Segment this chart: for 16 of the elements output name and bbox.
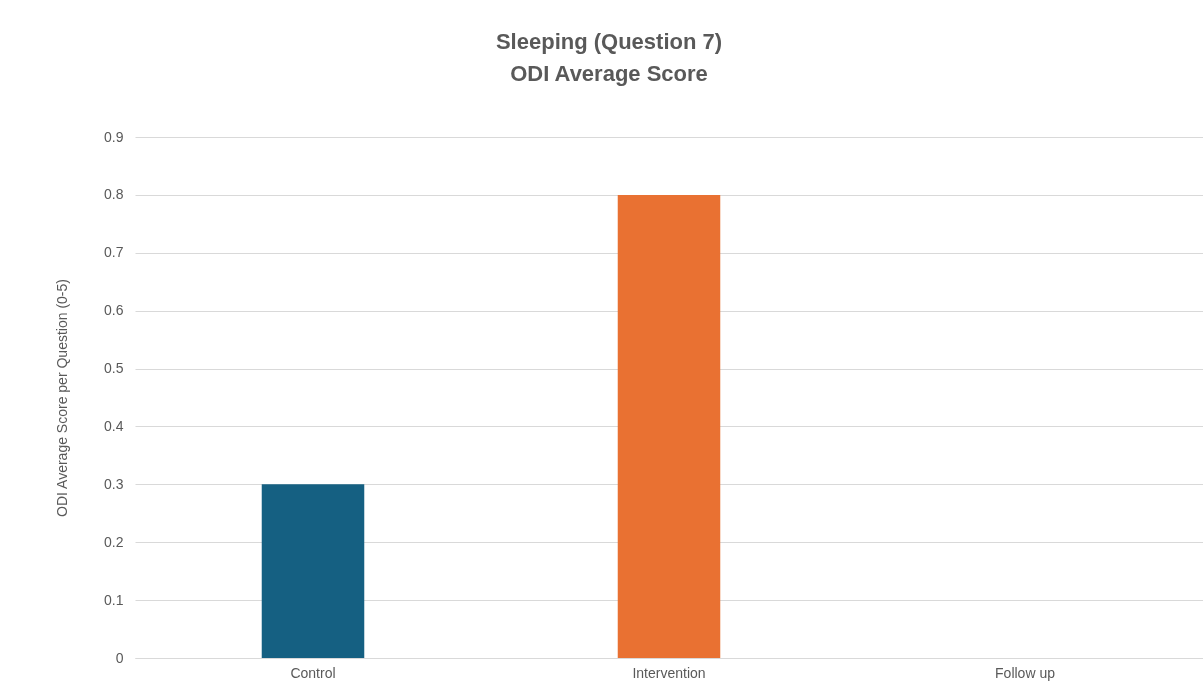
y-tick-label: 0.7 — [104, 244, 124, 261]
text: ODI Average Score — [510, 61, 708, 86]
x-tick-label: Follow up — [995, 664, 1056, 681]
text: Sleeping (Question 7) — [495, 29, 723, 54]
x-tick-label: Control — [290, 664, 336, 681]
y-tick-label: 0.6 — [104, 302, 124, 319]
y-tick-label: 0.2 — [104, 533, 124, 550]
y-tick-label: 0.9 — [104, 128, 124, 145]
x-tick-label: Intervention — [632, 664, 706, 681]
y-axis-title: ODI Average Score per Question (0-5) — [54, 279, 71, 517]
y-tick-label: 0.4 — [104, 417, 124, 434]
y-tick-label: 0.3 — [104, 475, 124, 492]
y-tick-label: 0 — [115, 649, 124, 666]
y-tick-label: 0.8 — [104, 186, 124, 203]
y-tick-label: 0.1 — [104, 591, 124, 608]
y-tick-label: 0.5 — [104, 360, 124, 377]
